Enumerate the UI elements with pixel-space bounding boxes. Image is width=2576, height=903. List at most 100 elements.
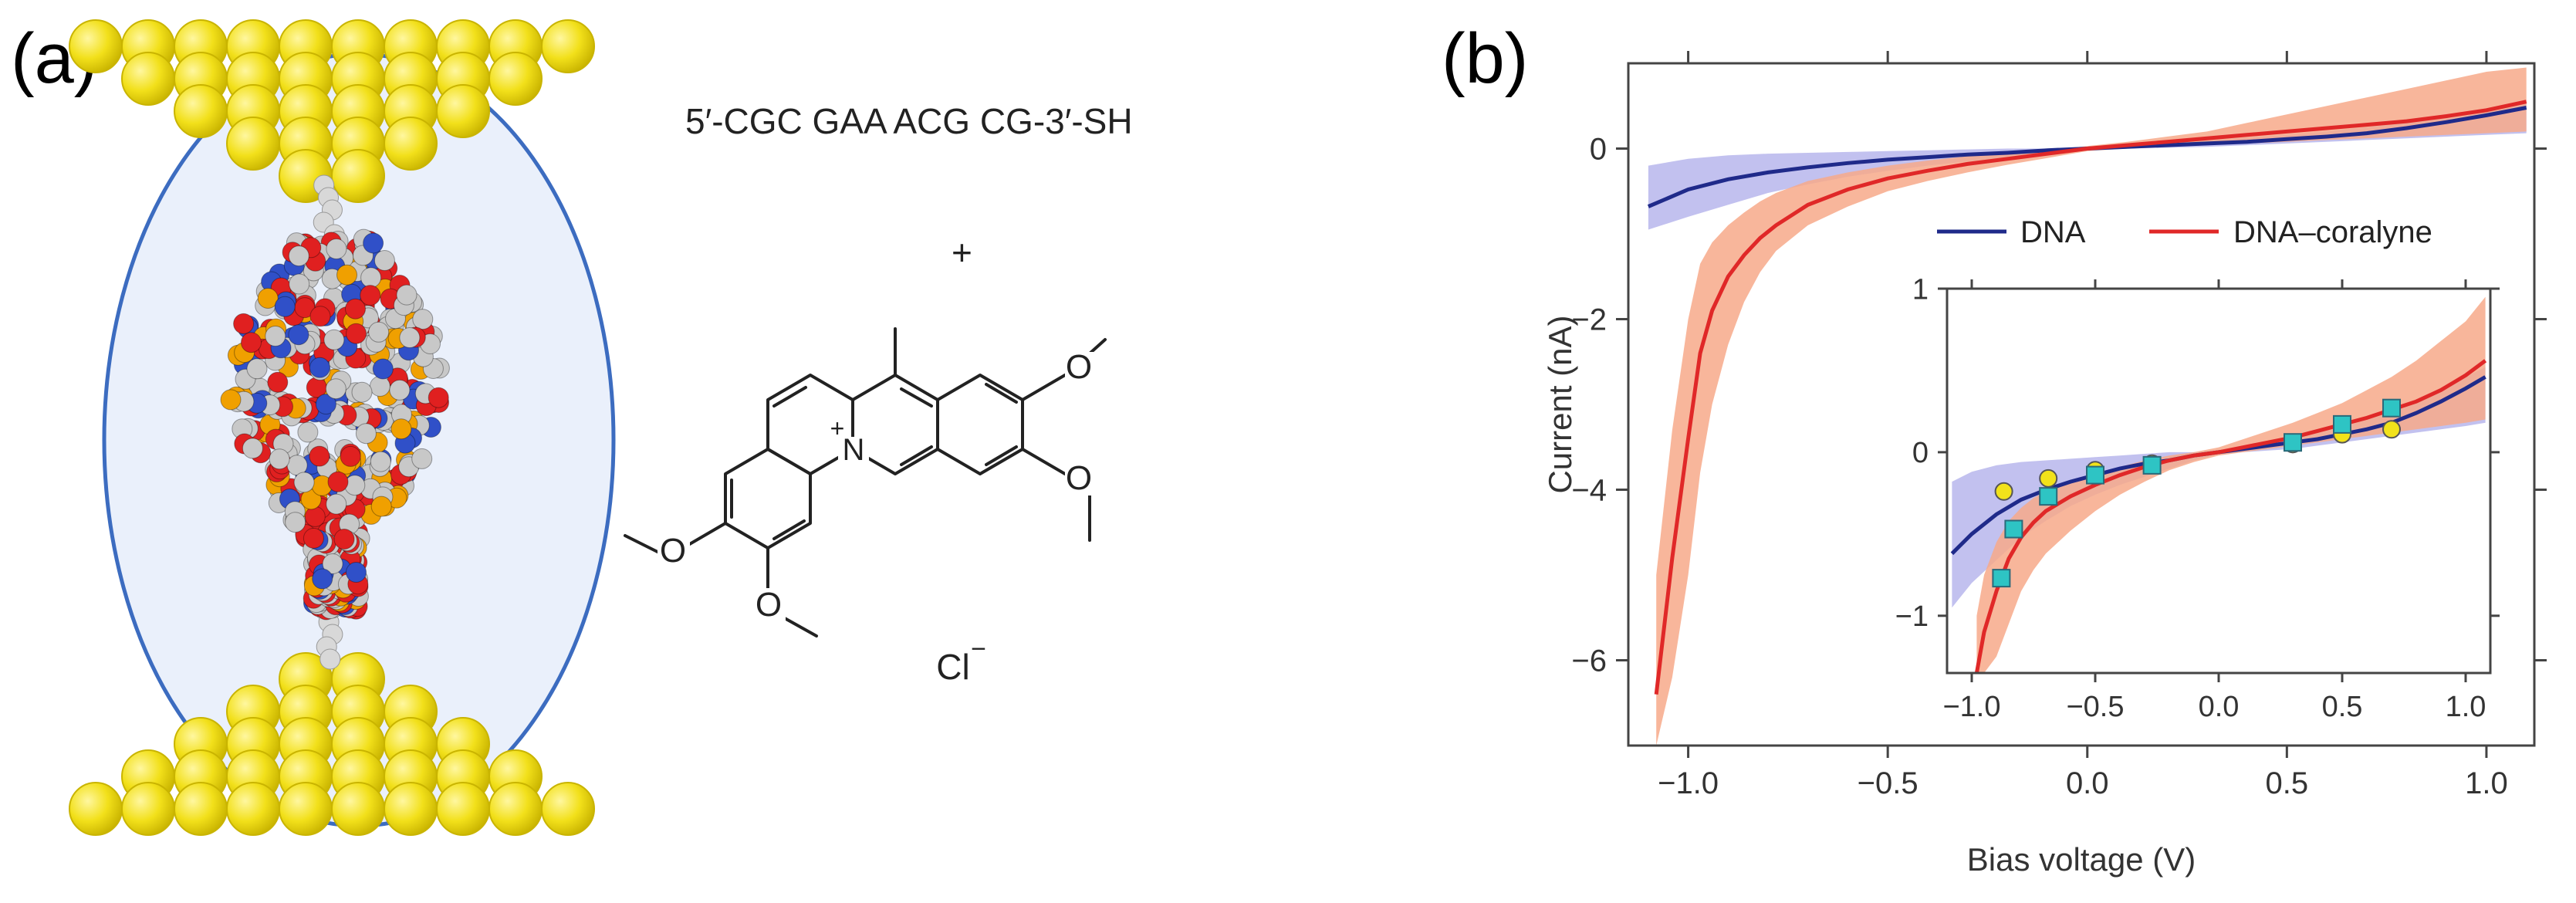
y-axis-label: Current (nA) xyxy=(1542,315,1578,493)
chloride-charge: − xyxy=(971,634,986,664)
dna-atom xyxy=(411,448,433,469)
dna-atom xyxy=(372,358,394,380)
x-tick-label: 1.0 xyxy=(2465,766,2508,800)
gold-atom xyxy=(331,149,385,203)
dna-atom xyxy=(304,506,326,527)
gold-atom xyxy=(541,782,595,836)
dna-atom xyxy=(309,306,331,327)
gold-atom xyxy=(488,782,543,836)
coralyne-structure: N + O O O O Cl − xyxy=(624,327,1107,687)
dna-atom xyxy=(322,553,343,574)
dna-atom xyxy=(265,326,286,347)
nitrogen-atom-label: N xyxy=(843,433,865,467)
dna-atom xyxy=(345,298,366,320)
gold-atom xyxy=(226,117,280,171)
data-marker-square xyxy=(2142,455,2162,475)
gold-atom xyxy=(436,84,490,138)
oxygen-label-2: O xyxy=(1066,459,1092,497)
gold-atom xyxy=(331,782,385,836)
data-marker-square xyxy=(2086,465,2104,485)
dna-atom xyxy=(326,238,347,259)
dna-atom xyxy=(288,324,309,346)
dna-atom xyxy=(370,451,391,472)
y-tick-label: −1 xyxy=(1895,600,1929,633)
y-tick-label: 0 xyxy=(1590,133,1607,167)
dna-atom xyxy=(336,264,357,286)
gold-atom xyxy=(541,19,595,73)
dna-atom xyxy=(396,284,418,306)
dna-atom xyxy=(309,445,330,467)
dna-atom xyxy=(390,418,412,440)
x-tick-label: 0.5 xyxy=(2266,766,2309,800)
dna-atom xyxy=(326,493,347,515)
dna-atom xyxy=(360,285,381,306)
data-marker-square xyxy=(2039,487,2058,506)
error-band-1 xyxy=(1976,296,2486,673)
dna-atom xyxy=(220,389,242,411)
gold-atom xyxy=(279,782,333,836)
gold-atom xyxy=(384,782,438,836)
legend: DNA DNA–coralyne xyxy=(1937,215,2432,249)
dna-atom xyxy=(274,296,296,317)
gold-atom xyxy=(174,782,228,836)
dna-atom xyxy=(368,321,390,343)
nitrogen-charge: + xyxy=(830,414,845,442)
oxygen-label-4: O xyxy=(756,586,782,624)
x-tick-label: 0.0 xyxy=(2199,691,2240,723)
dna-atom xyxy=(233,313,255,334)
dna-atom xyxy=(399,327,421,348)
x-tick-label: 0.0 xyxy=(2066,766,2109,800)
gold-atom xyxy=(69,782,123,836)
dna-atom xyxy=(370,495,392,517)
dna-atom xyxy=(369,376,390,397)
x-tick-label: 0.5 xyxy=(2322,691,2363,723)
x-axis-label: Bias voltage (V) xyxy=(1967,841,2196,878)
dna-atom xyxy=(346,323,367,344)
dna-atom xyxy=(355,423,377,445)
dna-atom xyxy=(323,329,345,350)
dna-atom xyxy=(374,250,395,271)
dna-atom xyxy=(242,438,263,459)
dna-atom xyxy=(246,358,268,380)
dna-atom xyxy=(293,472,315,493)
dna-atom xyxy=(389,379,411,401)
gold-atom xyxy=(121,782,175,836)
dna-atom xyxy=(325,378,347,400)
data-marker-circle xyxy=(2382,420,2401,439)
dna-atom xyxy=(297,421,319,443)
gold-atom xyxy=(488,52,543,106)
gold-atom xyxy=(69,19,123,73)
dna-atom xyxy=(428,387,449,408)
iv-main-chart: −1.0 −0.5 0.0 0.5 1.0 0 −2 −4 −6 Bias voltage (V… xyxy=(1542,51,2547,878)
linker-atom xyxy=(319,648,341,670)
oxygen-label-3: O xyxy=(660,532,686,570)
gold-atom xyxy=(121,52,175,106)
y-tick-label: −4 xyxy=(1571,474,1607,508)
oxygen-label-1: O xyxy=(1066,348,1092,386)
x-tick-label: −0.5 xyxy=(1858,766,1918,800)
data-marker-square xyxy=(2382,398,2401,418)
y-tick-label: 0 xyxy=(1912,437,1929,469)
main-plot-frame xyxy=(1627,62,2536,747)
dna-atom xyxy=(333,529,355,550)
gold-atom xyxy=(384,117,438,171)
dna-atom xyxy=(257,288,279,309)
dna-atom xyxy=(288,245,309,267)
series-line-1 xyxy=(1654,100,2527,695)
gold-electrode-top xyxy=(69,19,595,203)
legend-label-dna: DNA xyxy=(2020,215,2086,249)
gold-atom xyxy=(226,782,280,836)
dna-atom xyxy=(327,471,349,492)
x-tick-label: 1.0 xyxy=(2446,691,2486,723)
data-marker-circle xyxy=(1994,482,2013,501)
dna-atom xyxy=(285,512,306,533)
x-tick-label: −0.5 xyxy=(2066,691,2124,723)
dna-atom xyxy=(340,445,361,467)
dna-atom xyxy=(351,381,373,403)
gold-electrode-bottom xyxy=(69,652,595,836)
dna-atom xyxy=(303,527,324,549)
dna-atom xyxy=(312,568,333,590)
dna-atom xyxy=(346,562,367,583)
x-tick-label: −1.0 xyxy=(1942,691,2000,723)
dna-atom xyxy=(412,309,434,330)
